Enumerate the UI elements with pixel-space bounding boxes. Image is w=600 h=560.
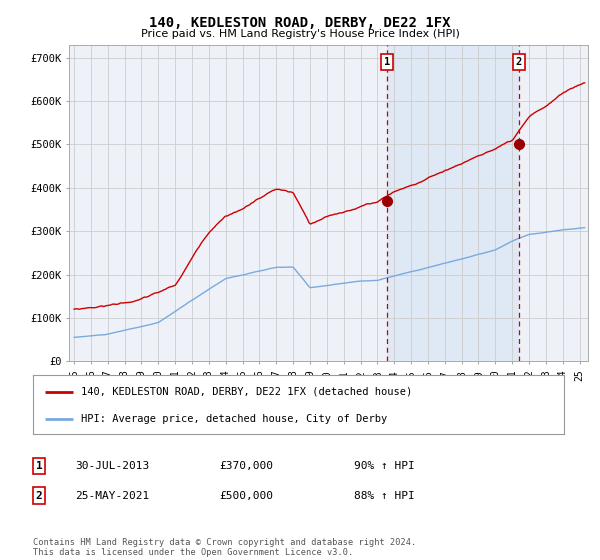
Text: 90% ↑ HPI: 90% ↑ HPI bbox=[354, 461, 415, 471]
Text: 30-JUL-2013: 30-JUL-2013 bbox=[75, 461, 149, 471]
Text: 2: 2 bbox=[35, 491, 43, 501]
Text: 1: 1 bbox=[384, 57, 390, 67]
Text: 2: 2 bbox=[516, 57, 522, 67]
Text: 140, KEDLESTON ROAD, DERBY, DE22 1FX: 140, KEDLESTON ROAD, DERBY, DE22 1FX bbox=[149, 16, 451, 30]
Text: 88% ↑ HPI: 88% ↑ HPI bbox=[354, 491, 415, 501]
Text: £370,000: £370,000 bbox=[219, 461, 273, 471]
Text: Contains HM Land Registry data © Crown copyright and database right 2024.
This d: Contains HM Land Registry data © Crown c… bbox=[33, 538, 416, 557]
Text: 140, KEDLESTON ROAD, DERBY, DE22 1FX (detached house): 140, KEDLESTON ROAD, DERBY, DE22 1FX (de… bbox=[81, 386, 412, 396]
Text: HPI: Average price, detached house, City of Derby: HPI: Average price, detached house, City… bbox=[81, 414, 387, 424]
Bar bbox=[387, 45, 519, 361]
Text: 1: 1 bbox=[35, 461, 43, 471]
Text: 25-MAY-2021: 25-MAY-2021 bbox=[75, 491, 149, 501]
Text: Price paid vs. HM Land Registry's House Price Index (HPI): Price paid vs. HM Land Registry's House … bbox=[140, 29, 460, 39]
Text: £500,000: £500,000 bbox=[219, 491, 273, 501]
